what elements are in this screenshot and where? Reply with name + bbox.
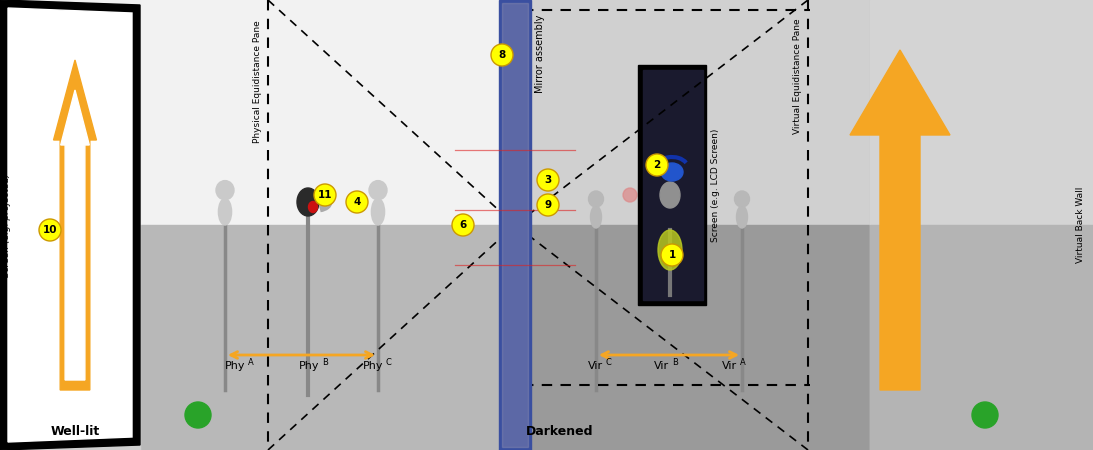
Text: 10: 10	[43, 225, 57, 235]
Polygon shape	[515, 0, 870, 225]
Circle shape	[537, 194, 559, 216]
Text: Mirror assembly: Mirror assembly	[534, 15, 545, 94]
Ellipse shape	[369, 180, 387, 200]
Text: 6: 6	[459, 220, 467, 230]
Ellipse shape	[590, 206, 601, 228]
Ellipse shape	[737, 206, 748, 228]
Circle shape	[661, 244, 683, 266]
Polygon shape	[0, 0, 515, 450]
Text: Well-lit: Well-lit	[50, 425, 99, 438]
Text: Virtual Back Wall: Virtual Back Wall	[1076, 187, 1085, 263]
Text: 9: 9	[544, 200, 552, 210]
Polygon shape	[61, 90, 90, 380]
Circle shape	[972, 402, 998, 428]
Polygon shape	[850, 50, 950, 390]
Circle shape	[491, 44, 513, 66]
Text: 2: 2	[654, 160, 660, 170]
Polygon shape	[140, 225, 515, 450]
Polygon shape	[0, 0, 140, 450]
Polygon shape	[502, 3, 528, 447]
Ellipse shape	[660, 182, 680, 208]
Text: Vir: Vir	[654, 361, 669, 371]
Polygon shape	[140, 225, 515, 450]
Polygon shape	[870, 0, 1093, 225]
Ellipse shape	[734, 191, 750, 207]
Polygon shape	[54, 60, 96, 390]
Text: B: B	[322, 358, 328, 367]
Circle shape	[646, 154, 668, 176]
Circle shape	[623, 188, 637, 202]
Text: 3: 3	[544, 175, 552, 185]
Bar	[0, 0, 515, 450]
Circle shape	[346, 191, 368, 213]
Text: Vir: Vir	[588, 361, 603, 371]
Circle shape	[453, 214, 474, 236]
Text: Phy: Phy	[225, 361, 246, 371]
Text: Phy: Phy	[299, 361, 319, 371]
Text: Screen (e.g. LCD Screen): Screen (e.g. LCD Screen)	[712, 128, 720, 242]
Text: C: C	[606, 358, 612, 367]
Ellipse shape	[308, 202, 317, 212]
Text: Phy: Phy	[363, 361, 384, 371]
Text: Darkened: Darkened	[526, 425, 593, 438]
Polygon shape	[140, 0, 515, 225]
Polygon shape	[500, 0, 531, 450]
Polygon shape	[140, 0, 515, 225]
Bar	[515, 0, 1093, 450]
Ellipse shape	[372, 198, 385, 225]
Text: 8: 8	[498, 50, 506, 60]
Circle shape	[314, 184, 336, 206]
Polygon shape	[515, 225, 870, 450]
Polygon shape	[140, 0, 515, 225]
Polygon shape	[8, 8, 132, 442]
Polygon shape	[0, 225, 140, 450]
Ellipse shape	[297, 188, 319, 216]
Ellipse shape	[219, 198, 232, 225]
Text: Screen (e.g. projected): Screen (e.g. projected)	[2, 173, 12, 277]
Text: B: B	[672, 358, 678, 367]
Text: 4: 4	[353, 197, 361, 207]
Polygon shape	[0, 0, 140, 225]
Circle shape	[185, 402, 211, 428]
Text: A: A	[248, 358, 254, 367]
Text: C: C	[386, 358, 392, 367]
Polygon shape	[870, 225, 1093, 450]
Ellipse shape	[661, 163, 683, 181]
Bar	[870, 0, 1093, 450]
Text: 11: 11	[318, 190, 332, 200]
Text: Vir: Vir	[722, 361, 737, 371]
Polygon shape	[0, 0, 140, 225]
Polygon shape	[643, 70, 703, 300]
Circle shape	[39, 219, 61, 241]
Ellipse shape	[658, 230, 682, 270]
Text: Virtual Equidistance Pane: Virtual Equidistance Pane	[794, 18, 802, 134]
Ellipse shape	[588, 191, 603, 207]
Polygon shape	[638, 65, 706, 305]
Ellipse shape	[502, 192, 518, 212]
Text: 1: 1	[669, 250, 675, 260]
Ellipse shape	[216, 180, 234, 200]
Text: Physical Equidistance Pane: Physical Equidistance Pane	[252, 20, 262, 143]
Circle shape	[537, 169, 559, 191]
Text: A: A	[740, 358, 745, 367]
